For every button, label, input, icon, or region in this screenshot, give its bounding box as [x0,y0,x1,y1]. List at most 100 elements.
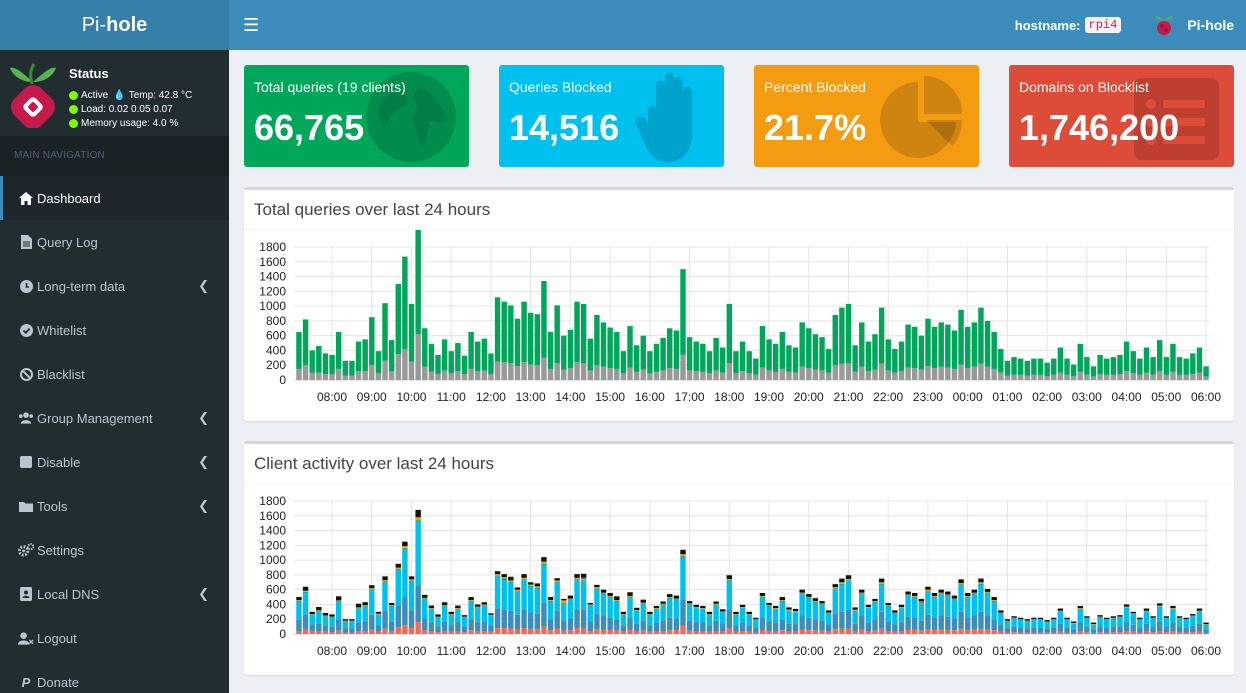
sidebar-item-local-dns[interactable]: Local DNS ❮ [0,572,229,616]
hostname-value: rpi4 [1084,17,1122,33]
sidebar-item-tools[interactable]: Tools ❮ [0,484,229,528]
bar-segment [766,606,772,622]
bar-segment [700,343,706,372]
bar-segment [700,371,706,380]
bar-segment [872,598,878,602]
bar-segment [726,580,733,582]
bar-segment [799,629,805,634]
bar-segment [925,591,931,615]
sidebar-item-query-log[interactable]: Query Log [0,220,229,264]
bar-segment [448,614,454,626]
bar-segment [1004,628,1011,633]
bar-segment [938,592,944,594]
bar-segment [1183,627,1189,633]
sidebar-item-disable[interactable]: Disable ❮ [0,440,229,484]
bar-segment [852,371,858,380]
bar-segment [905,324,911,368]
bar-segment [1077,609,1083,623]
bar-segment [885,370,891,380]
brand-logo[interactable]: Pi-hole [0,0,229,50]
sidebar-item-donate[interactable]: P Donate [0,660,229,693]
y-tick-label: 1400 [259,524,286,538]
y-tick-label: 1600 [259,509,286,523]
bar-segment [991,630,997,634]
bar-segment [878,628,885,634]
x-tick-label: 00:00 [953,390,983,404]
bar-segment [1150,357,1156,375]
x-tick-label: 10:00 [396,390,426,404]
bar-segment [468,619,474,631]
bar-segment [554,580,560,582]
bar-segment [759,367,766,380]
bar-segment [653,608,660,609]
sidebar-toggle-icon[interactable]: ☰ [243,14,260,35]
bar-segment [1044,628,1050,633]
bar-segment [1170,622,1176,632]
bar-segment [938,593,944,595]
stat-queries-blocked[interactable]: Queries Blocked 14,516 [499,65,724,167]
bar-segment [375,625,382,632]
bar-segment [534,629,541,634]
sidebar-item-label: Local DNS [37,586,100,602]
sidebar-item-group-management[interactable]: Group Management ❮ [0,396,229,440]
sidebar-item-blacklist[interactable]: Blacklist [0,352,229,396]
bar-segment [1150,618,1156,627]
bar-segment [1137,627,1143,633]
bar-segment [971,629,978,634]
bar-segment [441,621,448,632]
stat-domains-blocklist[interactable]: Domains on Blocklist 1,746,200 [1009,65,1234,167]
bar-segment [1143,372,1150,380]
bar-segment [832,584,838,588]
bar-segment [991,368,997,380]
bar-segment [1070,364,1077,377]
bar-segment [415,509,421,518]
bar-segment [388,340,395,372]
bar-segment [1123,606,1130,608]
bar-segment [852,623,858,632]
bar-segment [958,583,964,585]
bar-segment [302,365,309,380]
stat-percent-blocked[interactable]: Percent Blocked 21.7% [754,65,979,167]
bar-segment [772,608,779,609]
bar-segment [819,337,825,371]
bar-segment [448,631,454,634]
bar-segment [792,612,799,625]
bar-segment [514,591,521,615]
bar-segment [918,369,925,380]
bar-segment [554,582,560,611]
bar-segment [839,583,845,585]
bar-segment [1090,366,1097,377]
bar-segment [925,589,931,592]
bar-segment [455,343,461,372]
bar-segment [1150,374,1156,380]
bar-segment [964,597,971,618]
bar-segment [1004,621,1011,629]
bar-segment [614,600,620,601]
bar-segment [720,612,726,625]
bar-segment [1024,621,1030,629]
sidebar-item-dashboard[interactable]: Dashboard [0,176,229,220]
stat-total-queries[interactable]: Total queries (19 clients) 66,765 [244,65,469,167]
bar-segment [402,549,408,598]
bar-segment [878,584,885,612]
sidebar-item-settings[interactable]: Settings [0,528,229,572]
bar-segment [726,363,733,380]
sidebar-item-logout[interactable]: Logout [0,616,229,660]
memory-dot-icon [69,119,78,128]
bar-segment [408,580,415,582]
sidebar-item-whitelist[interactable]: Whitelist [0,308,229,352]
x-tick-label: 18:00 [714,390,744,404]
y-tick-label: 1000 [259,553,286,567]
bar-segment [984,591,991,593]
bar-segment [547,601,554,620]
bar-segment [799,589,805,593]
bar-segment [938,589,944,593]
sidebar-item-label: Dashboard [37,190,101,206]
sidebar-item-long-term-data[interactable]: Long-term data ❮ [0,264,229,308]
bar-segment [475,631,481,634]
bar-segment [441,606,448,622]
user-menu[interactable]: Pi-hole [1153,13,1234,37]
bar-segment [832,588,838,590]
